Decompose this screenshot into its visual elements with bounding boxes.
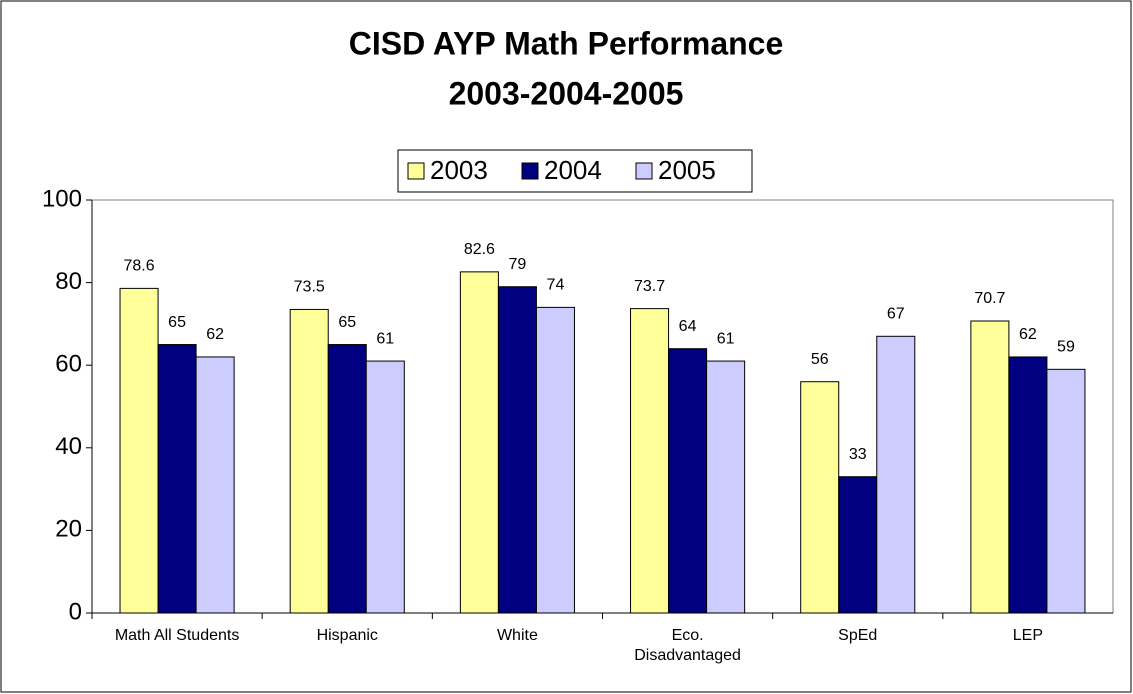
data-label: 65	[168, 314, 186, 331]
data-label: 59	[1057, 339, 1075, 356]
bar	[1008, 356, 1048, 614]
bar	[365, 360, 405, 614]
data-label: 62	[1019, 326, 1037, 343]
y-tick-label: 60	[55, 351, 82, 378]
bar	[157, 344, 197, 614]
data-label: 82.6	[464, 241, 495, 258]
bar	[876, 335, 916, 614]
data-label: 65	[338, 314, 356, 331]
data-label: 61	[376, 330, 394, 347]
x-tick-label: Math All Students	[114, 627, 240, 644]
x-tick-label: SpEd	[838, 627, 878, 644]
chart-subtitle: 2003-2004-2005	[449, 75, 684, 111]
bar	[838, 476, 878, 614]
x-tick-label: LEP	[1012, 627, 1044, 644]
chart-title: CISD AYP Math Performance	[349, 25, 784, 61]
bar	[327, 344, 367, 614]
y-tick-label: 20	[55, 516, 82, 543]
legend-swatch	[521, 162, 539, 180]
x-tick-label: Eco. Disadvantaged	[634, 627, 741, 664]
data-label: 64	[679, 318, 697, 335]
data-label: 61	[717, 330, 735, 347]
bar	[668, 348, 708, 614]
bar	[195, 356, 235, 614]
data-label: 73.5	[294, 279, 325, 296]
bar	[535, 306, 575, 614]
plot-area	[91, 199, 1114, 614]
y-tick-label: 100	[42, 185, 82, 212]
bar	[497, 286, 537, 614]
legend-label: 2005	[658, 155, 716, 185]
data-label: 78.6	[123, 258, 154, 275]
bar	[1046, 368, 1086, 614]
bar	[706, 360, 746, 614]
bar	[800, 381, 840, 614]
bar	[459, 271, 499, 614]
y-tick-label: 40	[55, 433, 82, 460]
x-tick-label: White	[496, 627, 538, 644]
bar	[970, 320, 1010, 614]
data-label: 79	[509, 256, 527, 273]
data-label: 67	[887, 306, 905, 323]
legend-label: 2003	[430, 155, 488, 185]
data-label: 62	[206, 326, 224, 343]
data-label: 56	[811, 351, 829, 368]
y-tick-label: 80	[55, 268, 82, 295]
y-tick-label: 0	[69, 598, 82, 625]
data-label: 74	[547, 277, 565, 294]
legend-label: 2004	[544, 155, 602, 185]
data-label: 73.7	[634, 278, 665, 295]
legend-swatch	[407, 162, 425, 180]
bar	[119, 287, 159, 614]
data-label: 33	[849, 446, 867, 463]
legend-swatch	[635, 162, 653, 180]
bar	[630, 308, 670, 614]
x-tick-label: Hispanic	[316, 627, 378, 644]
legend-box	[397, 149, 753, 193]
data-label: 70.7	[974, 290, 1005, 307]
bar	[289, 308, 329, 614]
